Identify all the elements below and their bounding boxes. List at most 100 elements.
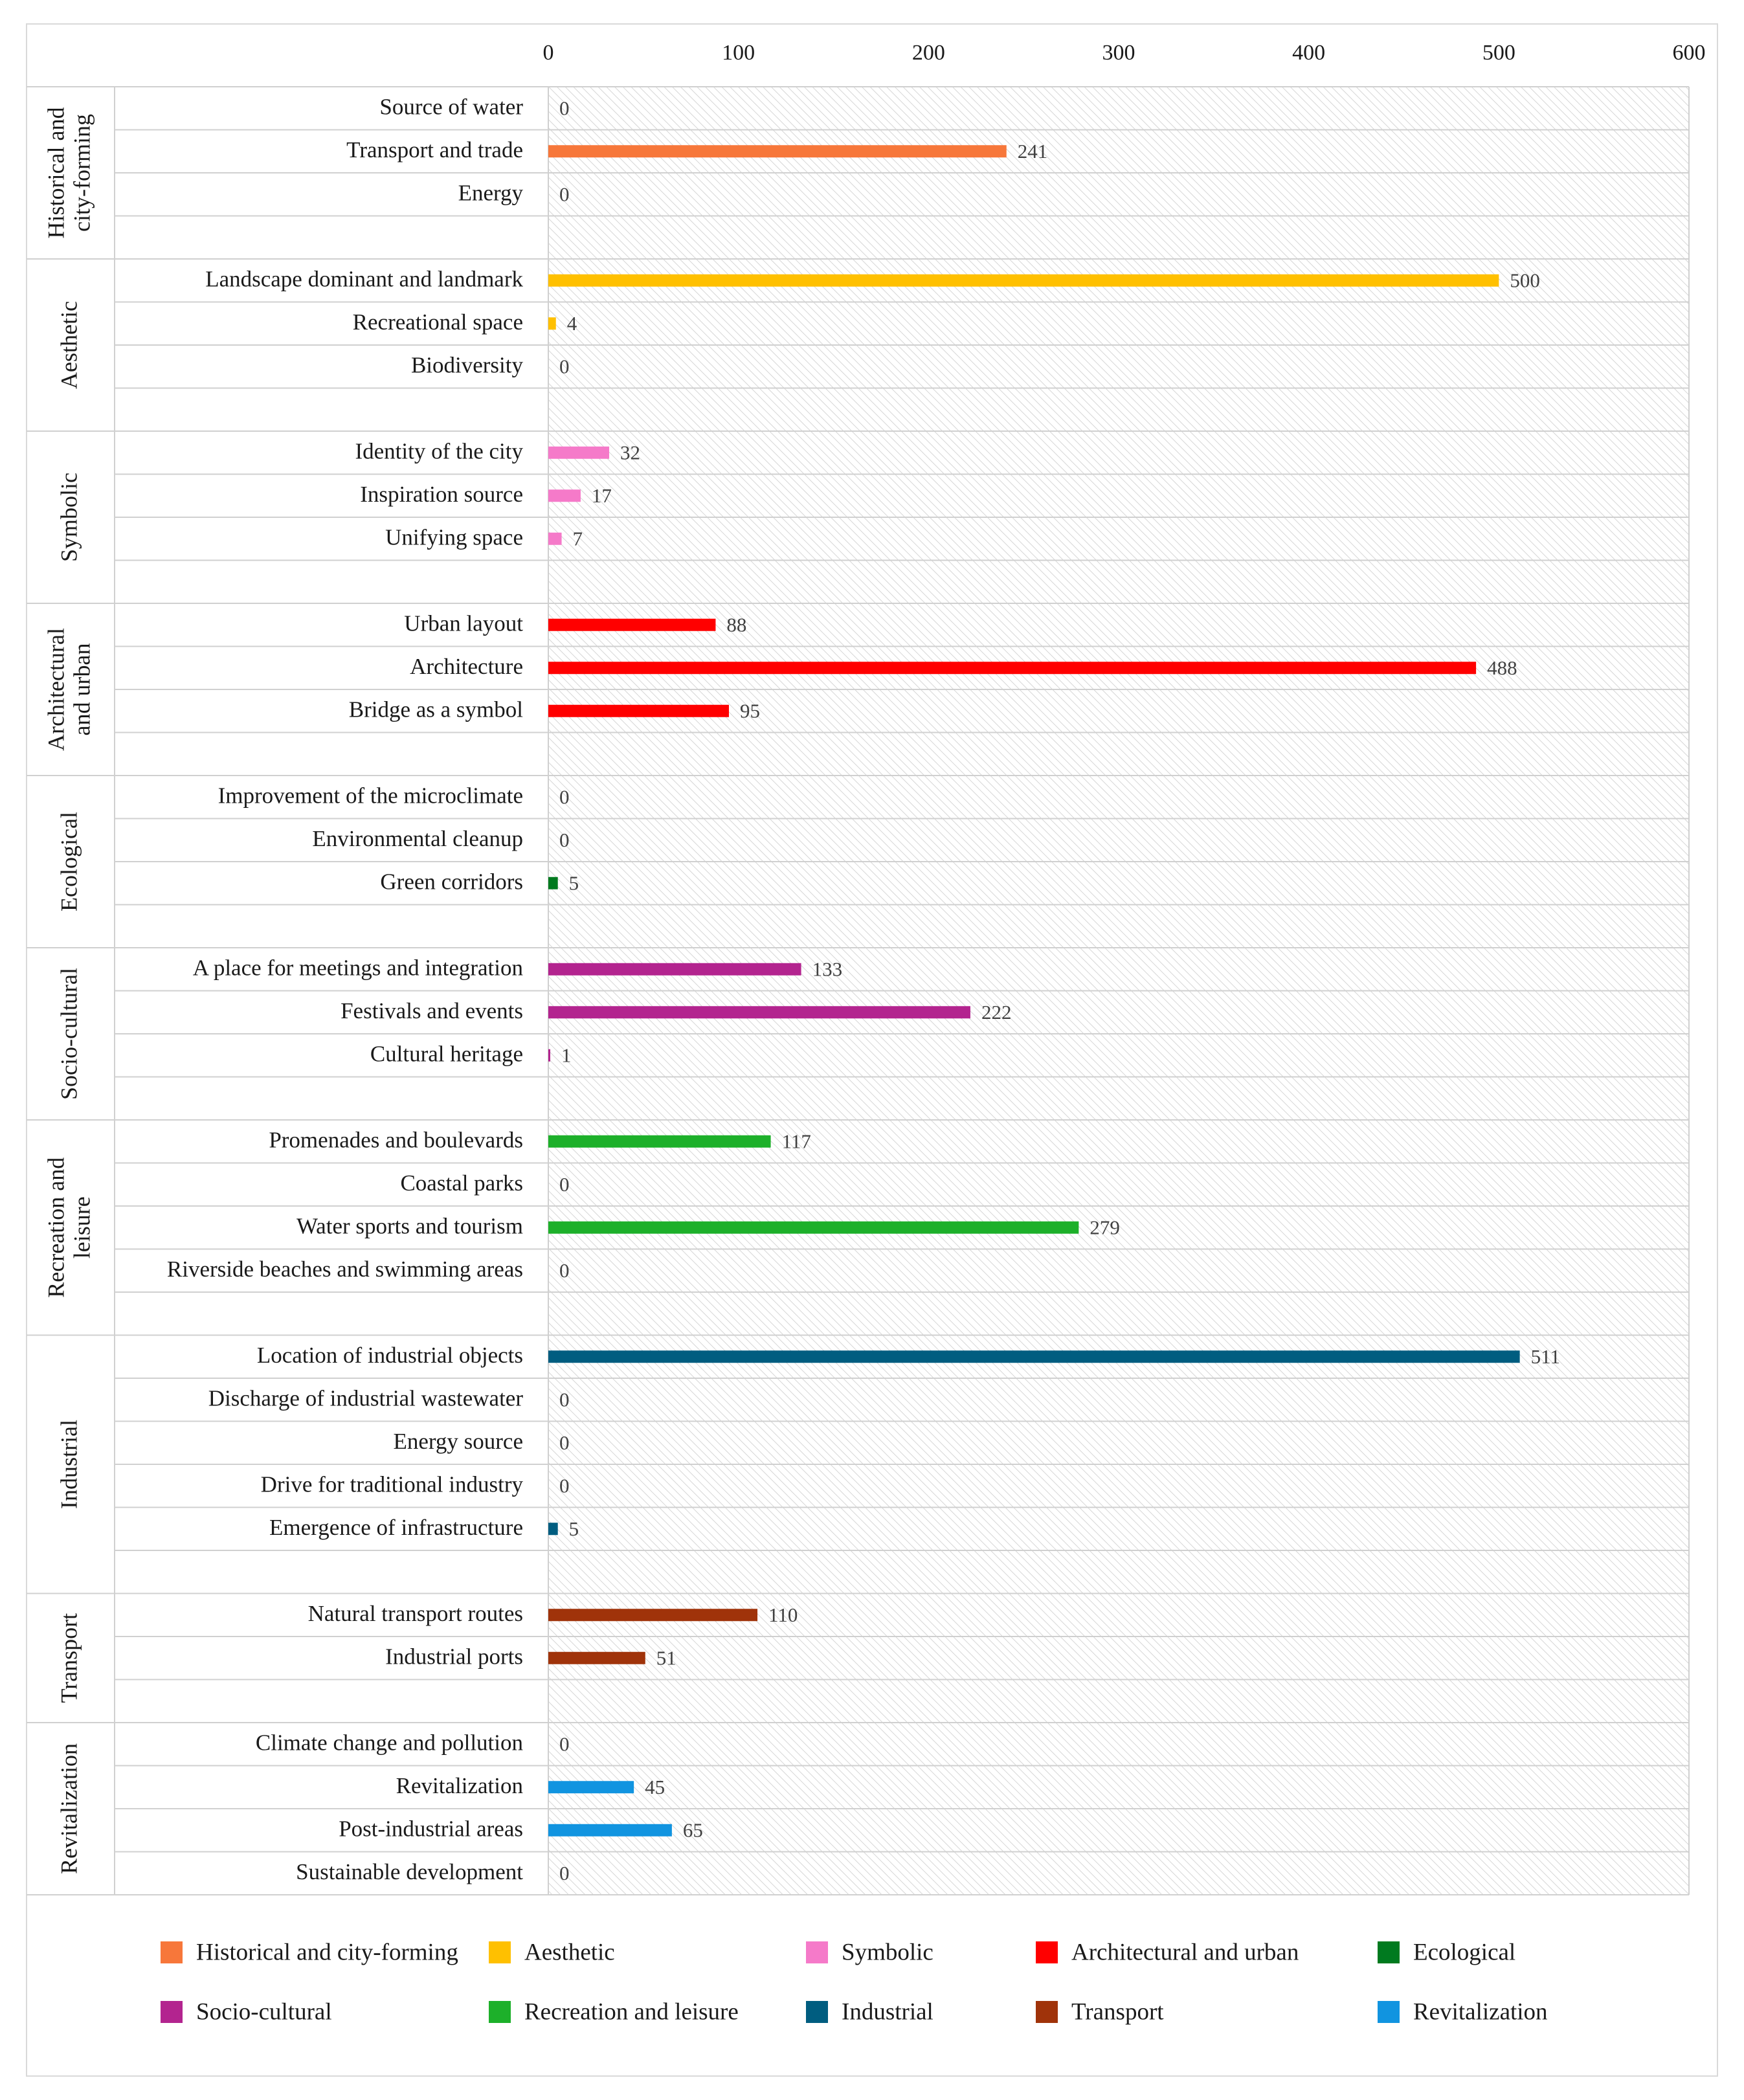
legend-swatch	[489, 1941, 511, 1963]
data-label: 0	[559, 829, 570, 851]
category-label: Riverside beaches and swimming areas	[167, 1257, 523, 1282]
x-tick-label: 100	[722, 41, 755, 65]
x-tick-label: 0	[543, 41, 554, 65]
category-label: Environmental cleanup	[312, 826, 523, 851]
group-label: Ecological	[56, 812, 82, 911]
group-label: Historical and	[43, 107, 69, 239]
x-tick-label: 300	[1102, 41, 1135, 65]
group-label: Socio-cultural	[56, 968, 82, 1100]
bar	[548, 877, 558, 889]
data-label: 241	[1018, 140, 1048, 162]
bar	[548, 704, 729, 717]
data-label: 5	[569, 871, 579, 894]
data-label: 500	[1510, 269, 1540, 291]
data-label: 117	[782, 1130, 811, 1152]
legend-label: Historical and city-forming	[196, 1939, 458, 1965]
group-label: Recreation and	[43, 1157, 69, 1298]
legend-swatch	[1378, 2001, 1400, 2023]
category-label: Unifying space	[385, 524, 523, 550]
data-label: 0	[559, 355, 570, 377]
category-label: Bridge as a symbol	[349, 697, 524, 722]
category-label: Revitalization	[396, 1773, 523, 1798]
gridlines	[27, 86, 1690, 1895]
category-label: Climate change and pollution	[256, 1730, 523, 1755]
legend-label: Socio-cultural	[196, 1998, 332, 2025]
data-label: 51	[656, 1646, 676, 1669]
legend-label: Ecological	[1413, 1939, 1515, 1965]
data-label: 17	[592, 484, 612, 507]
data-label: 32	[620, 441, 640, 464]
bar	[548, 1523, 558, 1536]
data-label: 133	[812, 957, 843, 980]
category-label: Source of water	[379, 94, 523, 119]
data-label: 5	[569, 1517, 579, 1540]
bar	[548, 532, 562, 545]
x-axis-ticks: 0 100 200 300 400 500 600	[543, 41, 1706, 65]
category-label: Transport and trade	[346, 137, 523, 162]
category-label: Natural transport routes	[308, 1601, 523, 1626]
data-label: 88	[726, 613, 746, 636]
data-label: 4	[567, 312, 577, 335]
legend-swatch	[806, 2001, 828, 2023]
legend-swatch	[1036, 2001, 1058, 2023]
bar	[548, 963, 801, 976]
data-label: 0	[559, 96, 570, 119]
data-label: 0	[559, 785, 570, 808]
data-label: 0	[559, 1732, 570, 1755]
legend-label: Revitalization	[1413, 1998, 1548, 2025]
rows: Historical and city-forming Source of wate…	[43, 94, 1560, 1884]
bar	[548, 1135, 771, 1148]
legend-swatch	[806, 1941, 828, 1963]
bar	[548, 1781, 634, 1794]
bar	[548, 1350, 1520, 1363]
category-label: Architecture	[410, 654, 523, 679]
category-label: Urban layout	[404, 610, 523, 636]
data-label: 1	[561, 1044, 572, 1066]
category-label: Coastal parks	[400, 1170, 523, 1196]
bar	[548, 145, 1007, 158]
category-label: Recreational space	[353, 309, 523, 335]
legend-label: Symbolic	[842, 1939, 933, 1965]
category-label: Energy source	[393, 1429, 523, 1454]
data-label: 488	[1487, 656, 1517, 679]
legend-label: Architectural and urban	[1071, 1939, 1299, 1965]
data-label: 65	[683, 1818, 703, 1841]
group-label: Architectural	[43, 628, 69, 751]
x-tick-label: 500	[1482, 41, 1515, 65]
group-label: and urban	[69, 643, 95, 736]
category-label: Emergence of infrastructure	[269, 1515, 523, 1540]
category-label: Cultural heritage	[370, 1041, 523, 1066]
category-label: Sustainable development	[296, 1859, 523, 1884]
legend-label: Transport	[1071, 1998, 1164, 2025]
category-label: Improvement of the microclimate	[218, 783, 523, 808]
legend-swatch	[1036, 1941, 1058, 1963]
category-label: Post-industrial areas	[339, 1816, 523, 1841]
data-label: 0	[559, 1474, 570, 1497]
x-tick-label: 600	[1673, 41, 1706, 65]
data-label: 511	[1531, 1345, 1560, 1368]
bar	[548, 1609, 758, 1622]
legend-label: Recreation and leisure	[524, 1998, 739, 2025]
category-label: Green corridors	[380, 869, 523, 894]
legend-swatch	[161, 2001, 183, 2023]
data-label: 110	[768, 1603, 798, 1626]
bar	[548, 1221, 1079, 1234]
data-label: 0	[559, 1862, 570, 1884]
category-label: Water sports and tourism	[296, 1213, 523, 1238]
category-label: Drive for traditional industry	[261, 1471, 524, 1497]
category-label: Festivals and events	[341, 998, 523, 1023]
data-label: 0	[559, 1259, 570, 1282]
bar	[548, 1049, 550, 1062]
category-label: Energy	[458, 180, 524, 205]
data-label: 7	[573, 527, 583, 550]
data-label: 0	[559, 1431, 570, 1454]
category-label: Inspiration source	[360, 482, 523, 507]
group-label: city-forming	[69, 114, 95, 232]
data-label: 0	[559, 183, 570, 205]
bar	[548, 489, 581, 502]
group-label: Aesthetic	[56, 301, 82, 389]
bar	[548, 1651, 645, 1664]
group-label: Symbolic	[56, 473, 82, 562]
legend-label: Industrial	[842, 1998, 933, 2025]
